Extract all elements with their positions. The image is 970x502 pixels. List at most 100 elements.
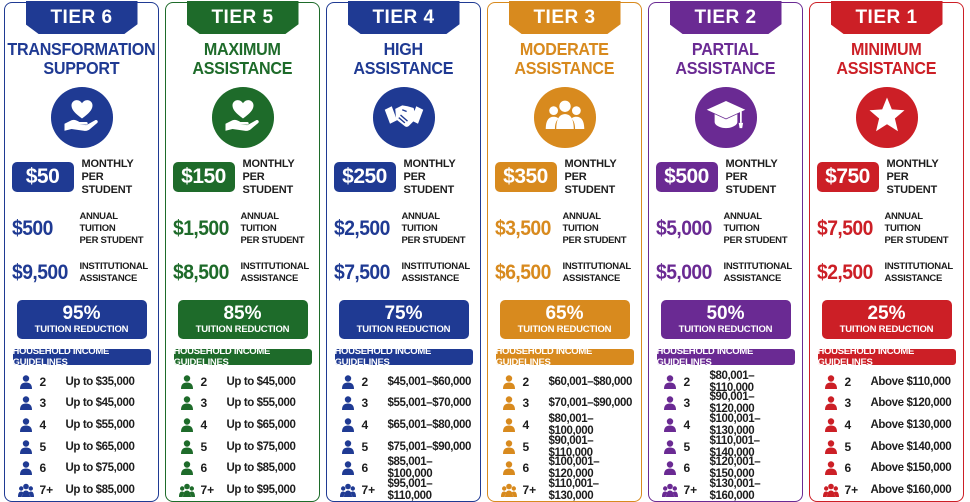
household-size: 6 [683,461,691,476]
tier-icon-circle [211,87,274,148]
tier-tab: TIER 3 [508,1,621,35]
monthly-row: $50 MONTHLY PER STUDENT [11,157,152,197]
institutional-row: $7,500 INSTITUTIONAL ASSISTANCE [334,261,474,285]
institutional-amount: $8,500 [172,260,229,284]
income-row: 4 $80,001–$100,000 [495,413,635,437]
income-range: $45,001–$60,000 [387,375,472,388]
income-row: 2 Above $110,000 [817,371,957,393]
person-icon [662,375,678,389]
inst-l1-text: INSTITUTIONAL [884,260,954,272]
household-size: 3 [200,396,208,411]
income-range: Above $160,000 [870,484,952,497]
person-icon [501,396,517,411]
income-row: 5 $110,001–$140,000 [656,434,796,459]
household-income-header: HOUSEHOLD INCOME GUIDELINES [334,346,473,368]
income-row: 7+ Above $160,000 [817,479,957,501]
tier-card-1: TIER 1 MINIMUM ASSISTANCE $750 MONTHLY PER… [809,1,964,502]
household-size: 7+ [361,483,376,498]
income-row: 6 $85,001–$100,000 [334,456,474,481]
monthly-l2-text: PER STUDENT [403,170,455,196]
name1-text: MINIMUM [851,39,922,60]
tier-icon-circle [533,87,596,148]
income-range: Up to $65,000 [226,419,296,432]
name2-text: ASSISTANCE [514,58,615,79]
tier-card-4: TIER 4 HIGH ASSISTANCE $250 MONTHLY PER ST… [326,1,481,502]
reduction-percent: 50% [706,302,745,324]
income-row: 2 $80,001–$110,000 [656,370,796,394]
monthly-row: $150 MONTHLY PER STUDENT [172,157,313,197]
household-size: 5 [39,439,47,454]
household-size: 6 [361,461,369,476]
income-row: 4 Up to $55,000 [12,414,152,436]
household-size: 2 [683,374,691,389]
income-row: 7+ $130,001–$160,000 [656,478,796,502]
tier-name: MAXIMUM ASSISTANCE [193,40,293,79]
monthly-l2-text: PER STUDENT [81,170,133,196]
household-size: 4 [39,418,47,433]
income-range: Up to $85,000 [226,462,296,475]
name1-text: TRANSFORMATION [7,39,156,60]
income-row: 2 Up to $35,000 [12,371,152,393]
name2-text: ASSISTANCE [192,58,293,79]
person-icon [18,461,34,476]
household-size: 4 [522,418,530,433]
income-range: Up to $45,000 [65,397,135,410]
household-size: 6 [200,461,208,476]
income-range: Up to $85,000 [65,484,135,497]
tier-tab: TIER 6 [25,1,138,35]
income-range: $60,001–$80,000 [548,375,633,388]
monthly-l2-text: PER STUDENT [725,170,777,196]
institutional-amount: $2,500 [816,260,873,284]
annual-amount: $500 [11,216,53,240]
income-range: Up to $55,000 [65,419,135,432]
institutional-row: $9,500 INSTITUTIONAL ASSISTANCE [12,261,152,285]
annual-row: $2,500 ANNUAL TUITION PER STUDENT [334,211,474,247]
annual-row: $1,500 ANNUAL TUITION PER STUDENT [173,211,313,247]
name2-text: ASSISTANCE [836,58,937,79]
monthly-amount: $750 [816,162,879,193]
annual-label: ANNUAL TUITION PER STUDENT [885,211,957,247]
institutional-amount: $5,000 [655,260,712,284]
monthly-amount: $500 [655,162,718,193]
monthly-label: MONTHLY PER STUDENT [887,158,957,197]
tier-text: TIER 3 [533,6,596,28]
heart-hand-icon [61,94,103,141]
reduction-label: TUITION REDUCTION [517,323,612,335]
tier-tab: TIER 2 [669,1,782,35]
annual-l2-text: PER STUDENT [401,234,466,246]
household-size: 2 [361,374,369,389]
institutional-amount: $9,500 [11,260,68,284]
household-size: 7+ [522,483,537,498]
income-row: 3 Up to $45,000 [12,393,152,415]
institutional-label: INSTITUTIONAL ASSISTANCE [884,260,954,285]
household-size: 2 [39,374,47,389]
annual-amount: $1,500 [172,216,229,240]
tier-card-2: TIER 2 PARTIAL ASSISTANCE $500 MONTHLY PER… [648,1,803,502]
household-size: 4 [844,418,852,433]
income-range: $85,001–$100,000 [387,456,433,481]
name1-text: HIGH [383,39,424,60]
household-size: 3 [522,396,530,411]
household-size: 3 [361,396,369,411]
person-icon [662,461,678,476]
income-row: 6 $120,001–$150,000 [656,456,796,480]
tier-icon-circle [372,87,435,148]
tier-icon-circle [50,87,113,148]
reduction-percent: 95% [62,302,101,324]
inst-l2-text: ASSISTANCE [884,272,943,284]
income-range: $110,001–$140,000 [709,434,761,459]
monthly-row: $750 MONTHLY PER STUDENT [816,158,957,197]
tier-name: HIGH ASSISTANCE [354,40,454,79]
income-row: 3 $90,001–$120,000 [656,391,796,415]
income-range: Above $150,000 [870,462,952,475]
household-size: 5 [522,439,530,454]
monthly-l1-text: MONTHLY [242,157,295,170]
annual-l2-text: PER STUDENT [884,234,949,246]
star-icon [866,94,908,141]
monthly-l1-text: MONTHLY [81,157,134,170]
monthly-row: $350 MONTHLY PER STUDENT [494,158,635,197]
income-range: $55,001–$70,000 [387,397,472,410]
person-icon [340,418,356,433]
annual-l1-text: ANNUAL TUITION [562,210,601,234]
